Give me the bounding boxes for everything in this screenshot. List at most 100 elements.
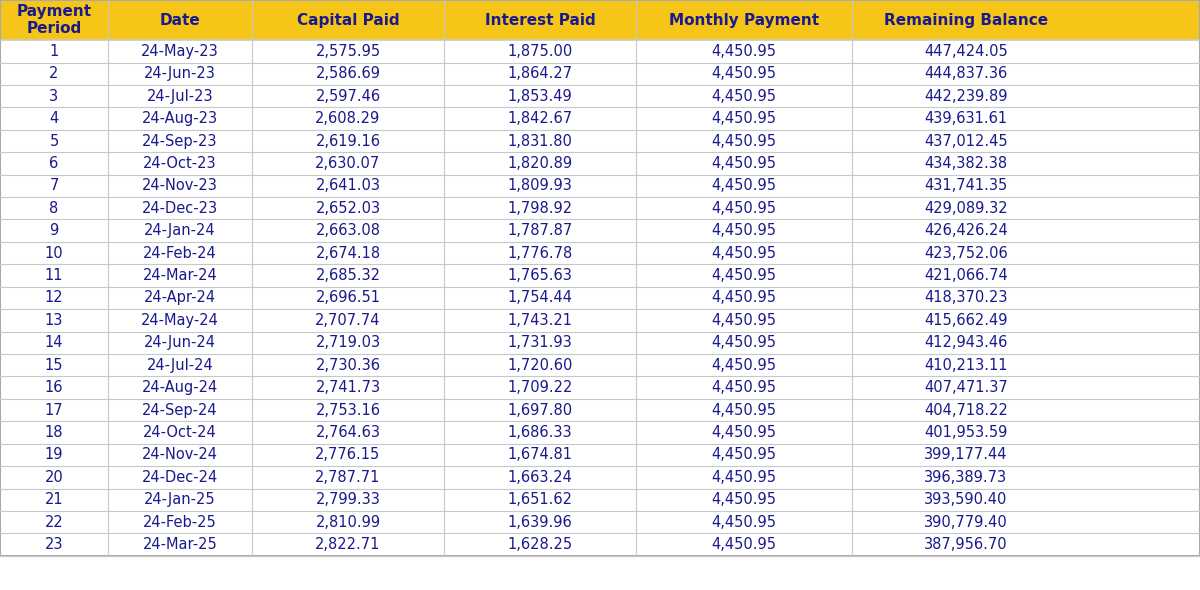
Text: 1,686.33: 1,686.33 bbox=[508, 425, 572, 440]
Text: 12: 12 bbox=[44, 290, 64, 306]
Bar bbox=[0, 533, 1200, 556]
Text: 421,066.74: 421,066.74 bbox=[924, 268, 1008, 283]
Text: 2,630.07: 2,630.07 bbox=[316, 156, 380, 171]
Text: 1,639.96: 1,639.96 bbox=[508, 514, 572, 530]
Bar bbox=[0, 354, 1200, 376]
Text: 9: 9 bbox=[49, 223, 59, 238]
Text: 2: 2 bbox=[49, 66, 59, 81]
Text: 1,842.67: 1,842.67 bbox=[508, 111, 572, 126]
Text: 10: 10 bbox=[44, 245, 64, 261]
Text: 429,089.32: 429,089.32 bbox=[924, 201, 1008, 216]
Text: 4,450.95: 4,450.95 bbox=[712, 290, 776, 306]
Text: 2,810.99: 2,810.99 bbox=[316, 514, 380, 530]
Bar bbox=[0, 309, 1200, 332]
Text: 4,450.95: 4,450.95 bbox=[712, 514, 776, 530]
Text: 1,731.93: 1,731.93 bbox=[508, 335, 572, 350]
Text: 24-Dec-23: 24-Dec-23 bbox=[142, 201, 218, 216]
Text: 24-Jun-23: 24-Jun-23 bbox=[144, 66, 216, 81]
Text: 1,674.81: 1,674.81 bbox=[508, 447, 572, 463]
Text: Monthly Payment: Monthly Payment bbox=[668, 12, 820, 28]
Text: 4,450.95: 4,450.95 bbox=[712, 380, 776, 395]
Text: 11: 11 bbox=[44, 268, 64, 283]
Bar bbox=[0, 376, 1200, 399]
Text: 4,450.95: 4,450.95 bbox=[712, 88, 776, 104]
Text: 7: 7 bbox=[49, 178, 59, 194]
Text: 1,697.80: 1,697.80 bbox=[508, 402, 572, 418]
Text: 4,450.95: 4,450.95 bbox=[712, 470, 776, 485]
Text: 4,450.95: 4,450.95 bbox=[712, 133, 776, 149]
Text: 2,741.73: 2,741.73 bbox=[316, 380, 380, 395]
Text: 4,450.95: 4,450.95 bbox=[712, 425, 776, 440]
Text: 24-Mar-24: 24-Mar-24 bbox=[143, 268, 217, 283]
Text: 399,177.44: 399,177.44 bbox=[924, 447, 1008, 463]
Bar bbox=[0, 40, 1200, 63]
Text: 2,696.51: 2,696.51 bbox=[316, 290, 380, 306]
Text: 2,608.29: 2,608.29 bbox=[316, 111, 380, 126]
Bar bbox=[0, 219, 1200, 242]
Text: 23: 23 bbox=[44, 537, 64, 552]
Text: 1,709.22: 1,709.22 bbox=[508, 380, 572, 395]
Text: 447,424.05: 447,424.05 bbox=[924, 44, 1008, 59]
Text: 415,662.49: 415,662.49 bbox=[924, 313, 1008, 328]
Text: 4,450.95: 4,450.95 bbox=[712, 358, 776, 373]
Text: 1,720.60: 1,720.60 bbox=[508, 358, 572, 373]
Bar bbox=[0, 130, 1200, 152]
Text: 15: 15 bbox=[44, 358, 64, 373]
Bar bbox=[0, 0, 1200, 40]
Text: 4,450.95: 4,450.95 bbox=[712, 111, 776, 126]
Text: 4,450.95: 4,450.95 bbox=[712, 268, 776, 283]
Text: 24-Feb-25: 24-Feb-25 bbox=[143, 514, 217, 530]
Text: 1,875.00: 1,875.00 bbox=[508, 44, 572, 59]
Text: 1,864.27: 1,864.27 bbox=[508, 66, 572, 81]
Text: 1,809.93: 1,809.93 bbox=[508, 178, 572, 194]
Text: 404,718.22: 404,718.22 bbox=[924, 402, 1008, 418]
Text: 1,628.25: 1,628.25 bbox=[508, 537, 572, 552]
Text: 439,631.61: 439,631.61 bbox=[924, 111, 1008, 126]
Text: 2,652.03: 2,652.03 bbox=[316, 201, 380, 216]
Text: 3: 3 bbox=[49, 88, 59, 104]
Text: 8: 8 bbox=[49, 201, 59, 216]
Text: 444,837.36: 444,837.36 bbox=[924, 66, 1008, 81]
Text: 1,853.49: 1,853.49 bbox=[508, 88, 572, 104]
Text: 4,450.95: 4,450.95 bbox=[712, 223, 776, 238]
Text: 434,382.38: 434,382.38 bbox=[924, 156, 1008, 171]
Bar bbox=[0, 332, 1200, 354]
Text: 6: 6 bbox=[49, 156, 59, 171]
Text: 24-Mar-25: 24-Mar-25 bbox=[143, 537, 217, 552]
Bar bbox=[0, 421, 1200, 444]
Text: 24-Nov-24: 24-Nov-24 bbox=[142, 447, 218, 463]
Text: 24-Jun-24: 24-Jun-24 bbox=[144, 335, 216, 350]
Text: 18: 18 bbox=[44, 425, 64, 440]
Bar bbox=[0, 152, 1200, 175]
Bar bbox=[0, 287, 1200, 309]
Text: 2,799.33: 2,799.33 bbox=[316, 492, 380, 507]
Text: 407,471.37: 407,471.37 bbox=[924, 380, 1008, 395]
Text: 390,779.40: 390,779.40 bbox=[924, 514, 1008, 530]
Text: 4,450.95: 4,450.95 bbox=[712, 335, 776, 350]
Text: 431,741.35: 431,741.35 bbox=[924, 178, 1008, 194]
Text: 5: 5 bbox=[49, 133, 59, 149]
Text: 4,450.95: 4,450.95 bbox=[712, 492, 776, 507]
Text: 2,575.95: 2,575.95 bbox=[316, 44, 380, 59]
Text: 426,426.24: 426,426.24 bbox=[924, 223, 1008, 238]
Text: 1,754.44: 1,754.44 bbox=[508, 290, 572, 306]
Text: 2,619.16: 2,619.16 bbox=[316, 133, 380, 149]
Text: 24-Oct-24: 24-Oct-24 bbox=[143, 425, 217, 440]
Bar bbox=[0, 444, 1200, 466]
Text: 437,012.45: 437,012.45 bbox=[924, 133, 1008, 149]
Text: 20: 20 bbox=[44, 470, 64, 485]
Text: 24-Aug-24: 24-Aug-24 bbox=[142, 380, 218, 395]
Text: 4,450.95: 4,450.95 bbox=[712, 245, 776, 261]
Text: 412,943.46: 412,943.46 bbox=[924, 335, 1008, 350]
Text: 2,776.15: 2,776.15 bbox=[316, 447, 380, 463]
Text: 1,651.62: 1,651.62 bbox=[508, 492, 572, 507]
Text: 4,450.95: 4,450.95 bbox=[712, 201, 776, 216]
Text: 21: 21 bbox=[44, 492, 64, 507]
Bar bbox=[0, 511, 1200, 533]
Text: 1,663.24: 1,663.24 bbox=[508, 470, 572, 485]
Text: 423,752.06: 423,752.06 bbox=[924, 245, 1008, 261]
Bar bbox=[0, 489, 1200, 511]
Text: 17: 17 bbox=[44, 402, 64, 418]
Text: 2,707.74: 2,707.74 bbox=[316, 313, 380, 328]
Bar bbox=[0, 175, 1200, 197]
